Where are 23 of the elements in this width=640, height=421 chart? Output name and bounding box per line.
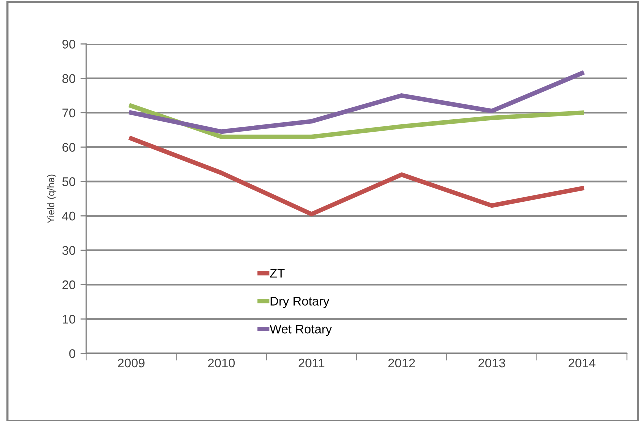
- line-series: [129, 71, 584, 134]
- x-tick-label: 2014: [568, 358, 596, 368]
- y-tick-label: 20: [62, 280, 76, 290]
- y-tick-label: 40: [62, 212, 76, 221]
- line-series: [129, 104, 584, 140]
- legend-label: Dry Rotary: [270, 297, 330, 308]
- x-tick-label: 2010: [208, 358, 236, 368]
- y-axis-title: Yield (q/ha): [47, 174, 57, 224]
- y-tick-label: 60: [62, 143, 76, 152]
- x-tick-label: 2011: [298, 358, 325, 368]
- legend-label: Wet Rotary: [270, 325, 332, 336]
- y-tick-label: 50: [62, 178, 76, 186]
- y-tick-label: 10: [63, 315, 76, 324]
- y-tick-label: 30: [62, 246, 76, 256]
- x-tick-label: 2009: [118, 358, 145, 368]
- x-tick-label: 2013: [478, 358, 506, 368]
- y-tick-label: 70: [62, 108, 76, 118]
- x-tick-label: 2012: [388, 358, 416, 368]
- legend-label: ZT: [270, 269, 285, 278]
- y-tick-label: 0: [70, 349, 76, 358]
- y-tick-label: 80: [62, 74, 76, 84]
- y-tick-label: 90: [62, 40, 76, 49]
- line-series: [129, 136, 584, 217]
